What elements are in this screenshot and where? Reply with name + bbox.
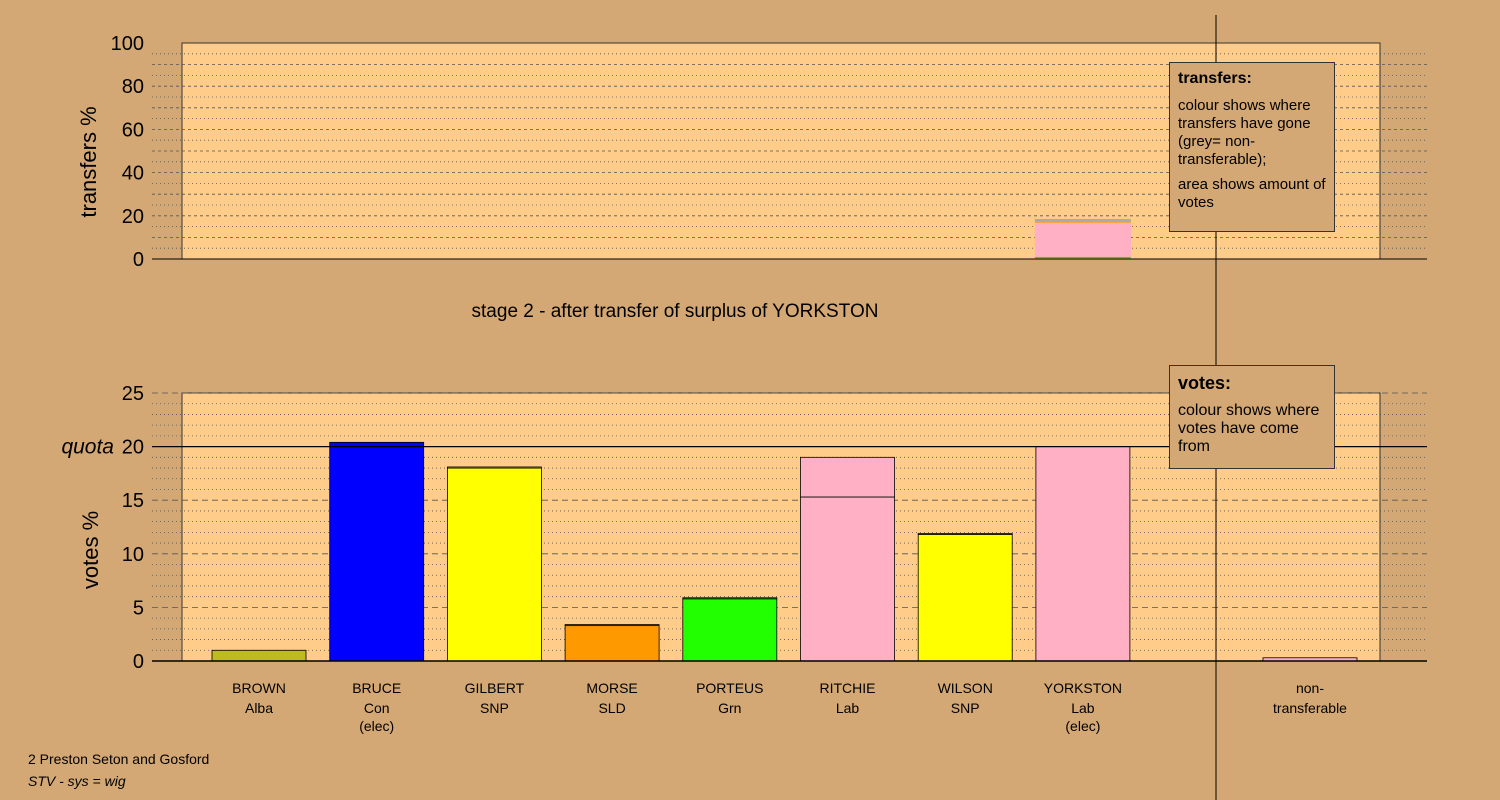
candidate-party-label: Grn bbox=[718, 700, 741, 716]
votes-tick-label: 25 bbox=[122, 383, 144, 405]
transfers-tick-label: 100 bbox=[111, 33, 144, 55]
candidate-party-label: SNP bbox=[480, 700, 509, 716]
candidate-name-label: PORTEUS bbox=[696, 680, 763, 696]
vote-bar-bruce bbox=[329, 441, 425, 662]
candidate-party-label: Alba bbox=[245, 700, 273, 716]
vote-bar-morse bbox=[564, 625, 660, 662]
transfer-bar-morse bbox=[564, 624, 660, 627]
transfers-y-ticks: 0 20 40 60 80 100 bbox=[111, 33, 144, 271]
transfers-tick-label: 20 bbox=[122, 206, 144, 228]
transfer-bar-wilson bbox=[917, 533, 1013, 535]
votes-bars bbox=[211, 441, 1358, 662]
transfer-bar-gilbert bbox=[446, 466, 542, 469]
candidate-party-label: SLD bbox=[598, 700, 625, 716]
votes-y-ticks: 0 5 10 15 20 25 bbox=[122, 383, 144, 673]
nontransferable-label-2: transferable bbox=[1273, 700, 1347, 716]
votes-tick-label: 0 bbox=[133, 651, 144, 673]
transfers-legend-title: transfers: bbox=[1178, 70, 1252, 87]
transfers-tick-label: 60 bbox=[122, 119, 144, 141]
nontransferable-label-1: non- bbox=[1296, 680, 1324, 696]
transfer-bar-ritchie bbox=[800, 456, 895, 498]
transfers-legend: transfers: colour shows where transfers … bbox=[1169, 62, 1335, 232]
transfers-tick-label: 40 bbox=[122, 163, 144, 185]
transfer-bar-porteus bbox=[682, 597, 778, 600]
candidate-name-label: RITCHIE bbox=[820, 680, 876, 696]
candidate-name-label: BRUCE bbox=[352, 680, 401, 696]
votes-legend-title: votes: bbox=[1178, 373, 1232, 393]
candidate-party-label: Con bbox=[364, 700, 390, 716]
votes-tick-label: 15 bbox=[122, 490, 144, 512]
votes-tick-label: 20 bbox=[122, 437, 144, 459]
transfer-segment-porteus bbox=[1034, 256, 1131, 259]
vote-bar-yorkston bbox=[1035, 446, 1131, 662]
votes-y-axis-label: votes % bbox=[78, 511, 103, 589]
transfers-legend-line2: area shows amount of votes bbox=[1178, 176, 1326, 211]
transfers-tick-label: 80 bbox=[122, 76, 144, 98]
system-label: STV - sys = wig bbox=[28, 773, 126, 789]
vote-bar-porteus bbox=[682, 598, 778, 662]
candidate-name-label: GILBERT bbox=[465, 680, 525, 696]
constituency-name: 2 Preston Seton and Gosford bbox=[28, 751, 210, 767]
quota-label: quota bbox=[61, 436, 114, 459]
vote-bar-ritchie bbox=[800, 496, 895, 662]
transfer-segment-morse bbox=[1034, 221, 1131, 223]
candidate-labels: BROWN Alba BRUCE Con (elec) GILBERT SNP MORSE SL… bbox=[232, 680, 1347, 734]
candidate-name-label: BROWN bbox=[232, 680, 286, 696]
transfers-tick-label: 0 bbox=[133, 249, 144, 271]
candidate-name-label: YORKSTON bbox=[1044, 680, 1122, 696]
transfer-segment-ritchie bbox=[1034, 222, 1131, 257]
candidate-party-label: SNP bbox=[951, 700, 980, 716]
vote-bar-brown bbox=[211, 649, 307, 662]
votes-legend: votes: colour shows where votes have com… bbox=[1169, 365, 1335, 469]
candidate-party-label: Lab bbox=[836, 700, 860, 716]
transfers-legend-line1: colour shows where transfers have gone (… bbox=[1178, 97, 1311, 168]
transfers-bars bbox=[1034, 219, 1131, 260]
candidate-party-label: Lab bbox=[1071, 700, 1095, 716]
candidate-name-label: MORSE bbox=[586, 680, 637, 696]
votes-legend-line1: colour shows where votes have come from bbox=[1178, 402, 1320, 455]
votes-tick-label: 10 bbox=[122, 544, 144, 566]
vote-bar-gilbert bbox=[446, 467, 542, 662]
vote-bar-wilson bbox=[917, 534, 1013, 662]
candidate-name-label: WILSON bbox=[938, 680, 993, 696]
transfers-y-axis-label: transfers % bbox=[76, 106, 101, 217]
candidate-status-label: (elec) bbox=[1065, 718, 1100, 734]
transfer-segment-nontransferable bbox=[1034, 219, 1131, 222]
stage-title: stage 2 - after transfer of surplus of Y… bbox=[472, 301, 879, 322]
votes-tick-label: 5 bbox=[133, 597, 144, 619]
candidate-status-label: (elec) bbox=[359, 718, 394, 734]
